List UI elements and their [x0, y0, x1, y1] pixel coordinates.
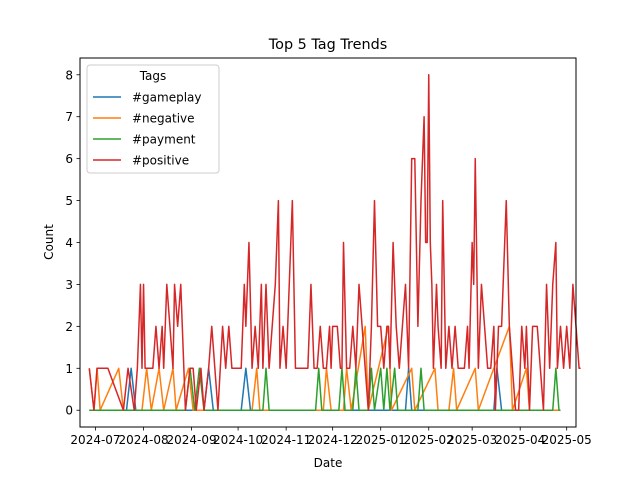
y-tick-label: 3 — [65, 278, 73, 292]
y-axis-label: Count — [42, 224, 56, 260]
legend-items: #gameplay #negative #payment #positive — [93, 91, 202, 168]
x-tick-label: 2025-04 — [495, 433, 545, 447]
y-tick-label: 5 — [65, 194, 73, 208]
y-tick-label: 1 — [65, 362, 73, 376]
y-tick-label: 2 — [65, 320, 73, 334]
legend: Tags #gameplay #negative #payment #positive — [86, 64, 220, 174]
series-layer — [88, 74, 581, 411]
x-tick-label: 2025-05 — [542, 433, 592, 447]
x-tick-label: 2025-01 — [356, 433, 406, 447]
x-tick-label: 2024-07 — [70, 433, 120, 447]
legend-title: Tags — [139, 69, 167, 83]
x-tick-label: 2024-09 — [167, 433, 217, 447]
y-tick-label: 8 — [65, 68, 73, 82]
legend-label-negative: #negative — [132, 112, 195, 126]
x-tick-label: 2024-10 — [213, 433, 263, 447]
series-line-payment — [89, 367, 561, 411]
y-tick-label: 4 — [65, 236, 73, 250]
y-tick-label: 6 — [65, 152, 73, 166]
x-tick-label: 2024-11 — [261, 433, 311, 447]
x-tick-label: 2025-03 — [447, 433, 497, 447]
y-axis: 0 1 2 3 4 5 6 7 8 — [65, 68, 80, 418]
legend-frame — [86, 64, 220, 174]
legend-label-positive: #positive — [132, 154, 189, 168]
legend-label-gameplay: #gameplay — [132, 91, 202, 105]
x-tick-label: 2024-12 — [308, 433, 358, 447]
y-tick-label: 0 — [65, 404, 73, 418]
y-tick-label: 7 — [65, 110, 73, 124]
chart-title: Top 5 Tag Trends — [268, 37, 387, 53]
series-line-positive — [88, 74, 581, 411]
x-axis: 2024-072024-082024-092024-102024-112024-… — [70, 427, 592, 447]
legend-label-payment: #payment — [132, 133, 196, 147]
x-tick-label: 2024-08 — [118, 433, 168, 447]
x-axis-label: Date — [314, 456, 343, 470]
x-tick-label: 2025-02 — [404, 433, 454, 447]
